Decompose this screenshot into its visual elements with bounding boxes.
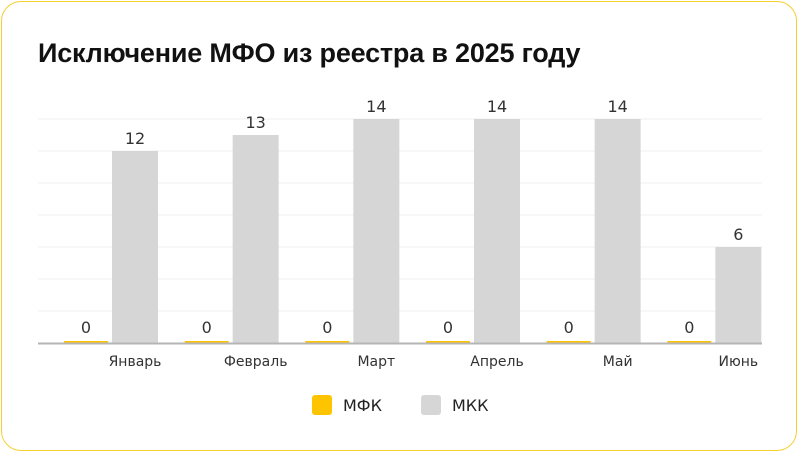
x-tick-label: Март [357,354,395,370]
data-label-mkk: 13 [245,113,265,132]
bar-mfk [64,341,108,343]
bar-mfk [184,341,229,343]
bar-mkk [715,247,762,343]
x-tick-label: Апрель [470,354,523,370]
data-label-mfk: 0 [81,318,91,337]
legend-label-mkk: МКК [452,395,489,415]
data-label-mfk: 0 [202,318,212,337]
data-label-mkk: 12 [125,129,145,148]
data-label-mfk: 0 [322,318,332,337]
chart-title: Исключение МФО из реестра в 2025 году [38,38,581,68]
legend-swatch-mfk [312,395,332,415]
bar-mkk [353,119,400,343]
data-label-mfk: 0 [684,318,694,337]
legend-item-mfk: МФК [312,393,382,417]
bar-mfk [667,341,712,343]
x-tick-label: Январь [109,354,162,370]
bar-mkk [594,119,641,343]
data-label-mkk: 14 [487,97,507,116]
x-tick-label: Май [603,354,633,370]
x-tick-label: Июнь [718,354,758,370]
x-tick-label: Февраль [224,354,288,370]
bar-mkk [232,135,279,343]
legend-item-mkk: МКК [421,393,489,417]
data-label-mfk: 0 [564,318,574,337]
bar-mfk [546,341,591,343]
bar-mfk [426,341,470,343]
data-label-mkk: 6 [733,225,743,244]
legend-swatch-mkk [421,395,441,415]
bar-mkk [474,119,520,343]
bar-mfk [305,341,350,343]
legend: МФК МКК [0,393,800,417]
legend-label-mfk: МФК [343,395,382,415]
bar-mkk [112,151,158,343]
data-label-mkk: 14 [607,97,627,116]
data-label-mkk: 14 [366,97,386,116]
data-label-mfk: 0 [443,318,453,337]
